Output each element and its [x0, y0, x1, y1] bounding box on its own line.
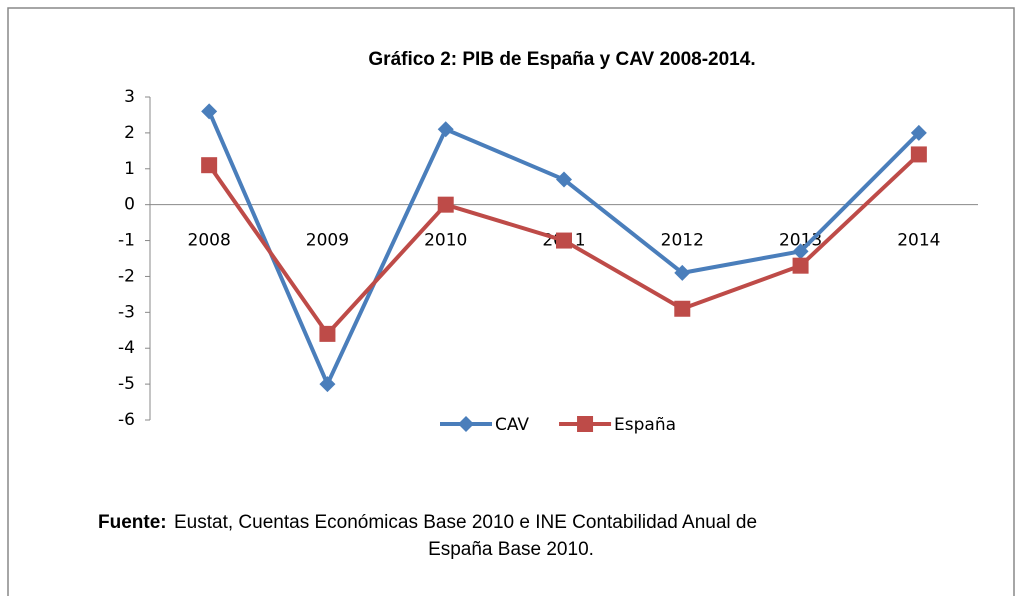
chart-title: Gráfico 2: PIB de España y CAV 2008-2014…: [368, 49, 755, 70]
point: [437, 196, 454, 213]
source-label: Fuente:: [98, 512, 167, 533]
point: [910, 124, 927, 141]
point: [556, 232, 572, 249]
y-tick-label: 2: [124, 123, 135, 143]
y-tick-label: -4: [118, 338, 135, 358]
y-tick-label: 0: [124, 195, 135, 215]
x-tick-label: 2009: [306, 231, 349, 251]
y-tick-label: -3: [118, 302, 135, 322]
x-tick-label: 2008: [188, 231, 231, 251]
point: [910, 146, 927, 163]
y-tick-label: 1: [124, 159, 135, 179]
point: [674, 264, 691, 281]
x-tick-label: 2013: [779, 231, 822, 251]
y-tick-label: -1: [118, 231, 135, 251]
legend-label: España: [614, 415, 676, 435]
source-text: España Base 2010.: [428, 539, 594, 560]
point: [201, 157, 218, 174]
point: [792, 243, 809, 260]
point: [201, 103, 218, 120]
x-tick-label: 2012: [661, 231, 704, 251]
point: [556, 171, 572, 188]
y-tick-label: -6: [118, 410, 135, 430]
point: [674, 300, 691, 317]
y-tick-label: 3: [124, 87, 135, 107]
legend-label: CAV: [495, 415, 529, 435]
point: [319, 325, 336, 342]
chart-border: [7, 7, 1015, 596]
x-tick-label: 2014: [897, 231, 940, 251]
point: [437, 121, 454, 138]
point: [792, 257, 809, 274]
legend-marker: [458, 416, 474, 432]
point: [319, 376, 336, 393]
source-text: Eustat, Cuentas Económicas Base 2010 e I…: [174, 512, 757, 533]
x-tick-label: 2010: [424, 231, 467, 251]
y-tick-label: -5: [118, 374, 135, 394]
y-tick-label: -2: [118, 266, 135, 286]
legend-marker: [577, 416, 594, 432]
